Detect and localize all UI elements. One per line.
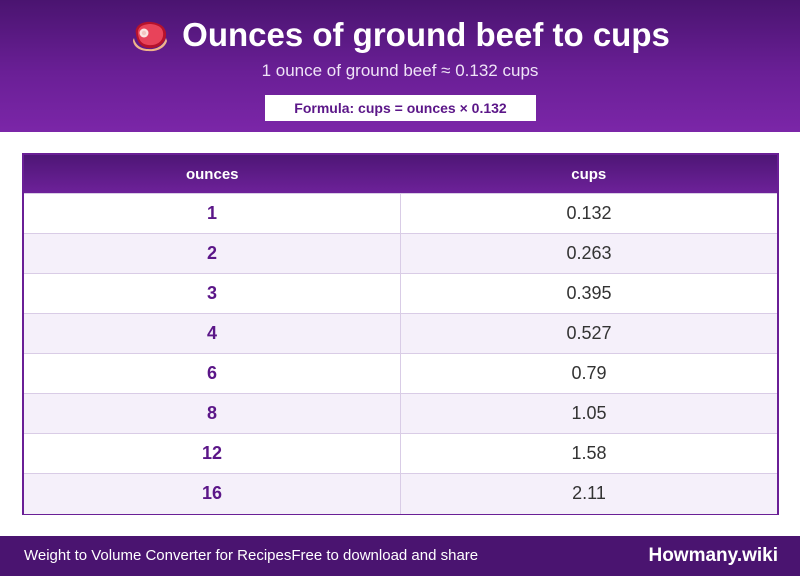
cups-cell: 2.11 (400, 473, 777, 514)
ounces-cell: 1 (24, 193, 401, 234)
cups-cell: 0.395 (400, 273, 777, 314)
formula-badge: Formula: cups = ounces × 0.132 (265, 95, 536, 121)
table-row: 12 1.58 (24, 433, 777, 474)
cups-cell: 1.05 (400, 393, 777, 434)
steak-icon (130, 18, 170, 52)
page-subtitle: 1 ounce of ground beef ≈ 0.132 cups (261, 61, 539, 80)
header: Ounces of ground beef to cups 1 ounce of… (0, 0, 800, 132)
ounces-cell: 8 (24, 393, 401, 434)
table-row: 2 0.263 (24, 233, 777, 274)
footer-tagline: Weight to Volume Converter for RecipesFr… (24, 547, 479, 564)
table-header-row: ounces cups (24, 155, 777, 194)
cups-cell: 1.58 (400, 433, 777, 474)
brand-logo-text: Howmany.wiki (648, 545, 778, 566)
ounces-cell: 2 (24, 233, 401, 274)
cups-cell: 0.263 (400, 233, 777, 274)
conversion-table-grid: ounces cups 1 0.132 2 0.263 3 0.395 4 0.… (24, 155, 777, 514)
ounces-cell: 12 (24, 433, 401, 474)
ounces-cell: 6 (24, 353, 401, 394)
footer: Weight to Volume Converter for RecipesFr… (0, 536, 800, 576)
ounces-cell: 4 (24, 313, 401, 354)
table-row: 6 0.79 (24, 353, 777, 394)
ounces-cell: 16 (24, 473, 401, 514)
page-title: Ounces of ground beef to cups (182, 16, 670, 53)
cups-cell: 0.527 (400, 313, 777, 354)
title-row: Ounces of ground beef to cups (0, 14, 800, 56)
table-row: 16 2.11 (24, 473, 777, 514)
cups-cell: 0.132 (400, 193, 777, 234)
conversion-table: ounces cups 1 0.132 2 0.263 3 0.395 4 0.… (22, 153, 779, 515)
table-row: 4 0.527 (24, 313, 777, 354)
ounces-cell: 3 (24, 273, 401, 314)
table-row: 8 1.05 (24, 393, 777, 434)
table-row: 3 0.395 (24, 273, 777, 314)
column-header-ounces: ounces (24, 155, 401, 194)
table-row: 1 0.132 (24, 193, 777, 234)
column-header-cups: cups (400, 155, 777, 194)
cups-cell: 0.79 (400, 353, 777, 394)
